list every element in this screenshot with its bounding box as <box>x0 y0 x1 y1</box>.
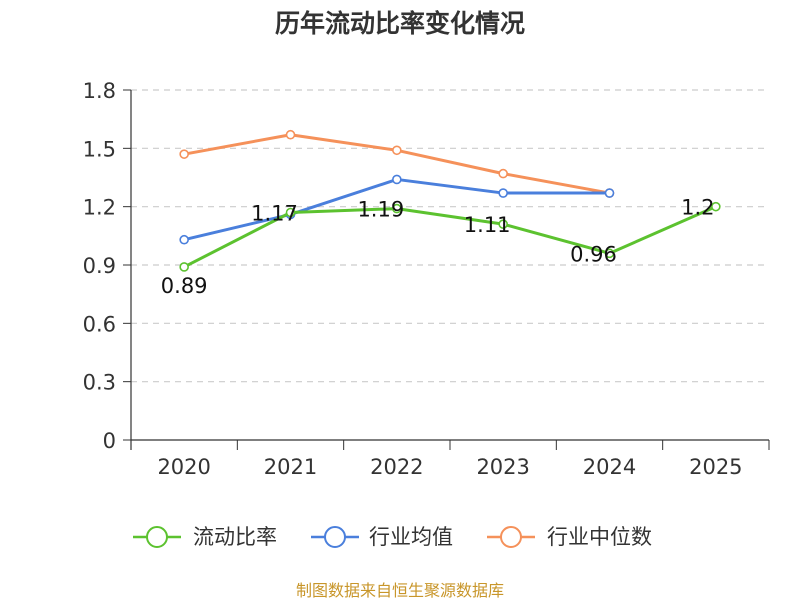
axes: 0 0.3 0.6 0.9 1.2 1.5 1.8 2020 2021 2022 2023 2024 2… <box>83 79 770 479</box>
legend-item-1[interactable]: 流动比率 <box>133 525 277 549</box>
legend-swatch-marker-1 <box>146 526 168 548</box>
data-label-2025: 1.2 <box>681 196 714 220</box>
y-tick-label-2: 0.6 <box>83 312 116 336</box>
series-2 <box>179 174 615 245</box>
y-tick-label-6: 1.8 <box>83 79 116 103</box>
plot-area <box>179 129 721 272</box>
series-1-point-2021 <box>285 207 296 218</box>
y-tick-label-1: 0.3 <box>83 371 116 395</box>
series-3-point-2022 <box>392 145 402 156</box>
y-tick-label-5: 1.5 <box>83 137 116 161</box>
series-3-point-2020 <box>179 149 189 159</box>
source-note: 制图数据来自恒生聚源数据库 <box>296 581 504 600</box>
legend-item-3[interactable]: 行业中位数 <box>487 525 652 549</box>
y-tick-label-0: 0 <box>103 429 116 453</box>
x-tick-label-2020: 2020 <box>157 455 210 479</box>
data-label-2023: 1.11 <box>464 213 511 237</box>
series-2-point-2023 <box>498 188 508 198</box>
x-tick-label-2024: 2024 <box>583 455 636 479</box>
series-1-line <box>182 205 718 269</box>
x-tick-label-2025: 2025 <box>689 455 742 479</box>
legend[interactable]: 流动比率 行业均值 行业中位数 <box>133 525 652 549</box>
data-label-2021: 1.17 <box>251 202 298 226</box>
series-1 <box>179 201 721 272</box>
legend-label-1: 流动比率 <box>193 525 277 549</box>
data-label-2024: 0.96 <box>570 242 617 266</box>
series-1-point-2023 <box>498 219 508 229</box>
y-tick-label-4: 1.2 <box>83 196 116 220</box>
x-tick-label-2022: 2022 <box>370 455 423 479</box>
series-1-point-2020 <box>179 262 189 272</box>
series-2-point-2020 <box>179 234 189 245</box>
data-label-2020: 0.89 <box>161 274 208 298</box>
series-1-point-2025 <box>711 201 721 212</box>
series-2-point-2022 <box>392 174 402 185</box>
legend-label-3: 行业中位数 <box>547 525 652 549</box>
x-tick-label-2021: 2021 <box>264 455 317 479</box>
series-3-point-2021 <box>285 129 296 140</box>
series-1-point-2022 <box>392 203 402 214</box>
y-tick-label-3: 0.9 <box>83 254 116 278</box>
legend-swatch-marker-3 <box>500 526 522 548</box>
x-tick-label-2023: 2023 <box>476 455 529 479</box>
legend-item-2[interactable]: 行业均值 <box>311 525 453 549</box>
legend-label-2: 行业均值 <box>369 525 453 549</box>
series-3 <box>179 129 615 198</box>
chart-title: 历年流动比率变化情况 <box>275 9 525 38</box>
data-labels: 0.89 1.17 1.19 1.11 0.96 1.2 <box>161 196 715 298</box>
series-2-point-2024 <box>604 188 615 198</box>
series-3-line <box>182 133 611 195</box>
legend-swatch-marker-2 <box>324 526 346 548</box>
grid-lines <box>131 89 769 383</box>
data-label-2022: 1.19 <box>357 198 404 222</box>
series-3-point-2023 <box>498 168 508 179</box>
series-1-point-2024 <box>604 248 615 259</box>
